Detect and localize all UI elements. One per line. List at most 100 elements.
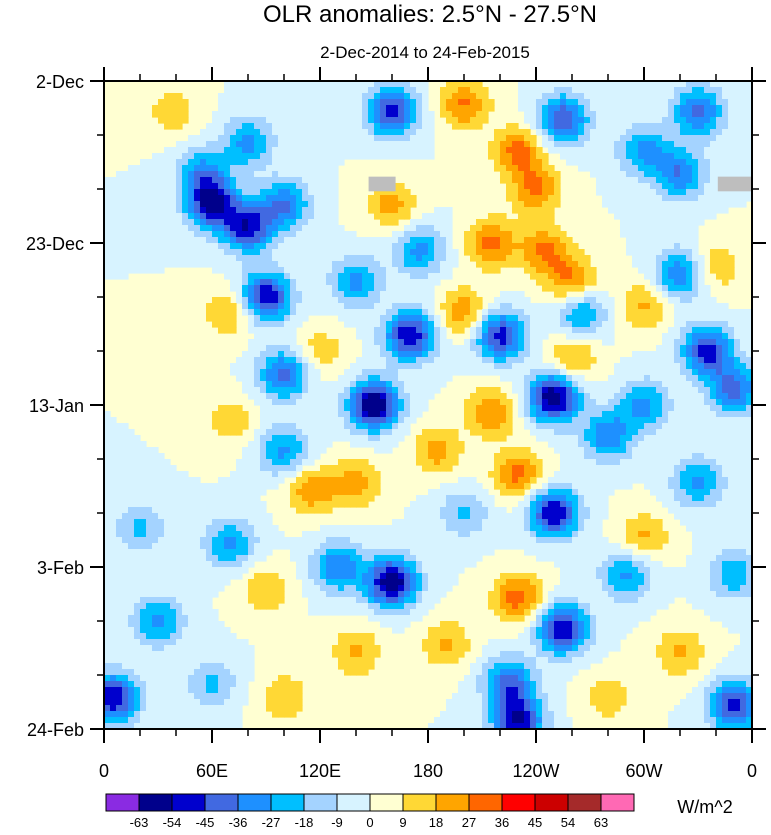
field-cell xyxy=(470,309,477,316)
field-cell xyxy=(596,459,603,466)
field-cell xyxy=(152,465,159,472)
field-cell xyxy=(302,255,309,262)
field-cell xyxy=(392,237,399,244)
field-cell xyxy=(650,231,657,238)
field-cell xyxy=(680,291,687,298)
field-cell xyxy=(716,381,723,388)
field-cell xyxy=(608,153,615,160)
field-cell xyxy=(710,327,717,334)
field-cell xyxy=(278,321,285,328)
field-cell xyxy=(644,213,651,220)
field-cell xyxy=(332,243,339,250)
field-cell xyxy=(488,147,495,154)
field-cell xyxy=(668,273,675,280)
field-cell xyxy=(602,201,609,208)
field-cell xyxy=(308,405,315,412)
field-cell xyxy=(278,429,285,436)
field-cell xyxy=(740,387,747,394)
field-cell xyxy=(302,159,309,166)
field-cell xyxy=(116,435,123,442)
field-cell xyxy=(260,411,267,418)
field-cell xyxy=(620,441,627,448)
field-cell xyxy=(128,237,135,244)
field-cell xyxy=(626,303,633,310)
field-cell xyxy=(698,141,705,148)
chart-title: OLR anomalies: 2.5°N - 27.5°N xyxy=(263,1,597,28)
field-cell xyxy=(332,213,339,220)
field-cell xyxy=(182,213,189,220)
field-cell xyxy=(320,81,327,88)
field-cell xyxy=(452,315,459,322)
field-cell xyxy=(326,225,333,232)
field-cell xyxy=(236,249,243,256)
field-cell xyxy=(302,309,309,316)
field-cell xyxy=(668,129,675,136)
field-cell xyxy=(632,219,639,226)
field-cell xyxy=(614,123,621,130)
field-cell xyxy=(572,135,579,142)
field-cell xyxy=(644,123,651,130)
field-cell xyxy=(302,357,309,364)
field-cell xyxy=(410,93,417,100)
field-cell xyxy=(590,435,597,442)
field-cell xyxy=(368,399,375,406)
field-cell xyxy=(578,351,585,358)
field-cell xyxy=(530,177,537,184)
field-cell xyxy=(488,417,495,424)
field-cell xyxy=(146,255,153,262)
field-cell xyxy=(656,267,663,274)
field-cell xyxy=(254,447,261,454)
field-cell xyxy=(368,393,375,400)
field-cell xyxy=(644,153,651,160)
field-cell xyxy=(566,435,573,442)
field-cell xyxy=(494,453,501,460)
field-cell xyxy=(206,207,213,214)
field-cell xyxy=(488,309,495,316)
field-cell xyxy=(656,255,663,262)
field-cell xyxy=(272,117,279,124)
field-cell xyxy=(308,201,315,208)
field-cell xyxy=(716,153,723,160)
field-cell xyxy=(704,459,711,466)
field-cell xyxy=(176,207,183,214)
field-cell xyxy=(668,87,675,94)
field-cell xyxy=(302,111,309,118)
field-cell xyxy=(182,117,189,124)
field-cell xyxy=(494,267,501,274)
field-cell xyxy=(584,105,591,112)
field-cell xyxy=(572,129,579,136)
field-cell xyxy=(650,219,657,226)
field-cell xyxy=(500,393,507,400)
field-cell xyxy=(434,315,441,322)
field-cell xyxy=(410,201,417,208)
field-cell xyxy=(386,141,393,148)
field-cell xyxy=(260,309,267,316)
field-cell xyxy=(650,183,657,190)
field-cell xyxy=(428,441,435,448)
field-cell xyxy=(542,375,549,382)
field-cell xyxy=(626,147,633,154)
field-cell xyxy=(182,105,189,112)
field-cell xyxy=(314,279,321,286)
field-cell xyxy=(434,459,441,466)
field-cell xyxy=(548,105,555,112)
field-cell xyxy=(506,453,513,460)
field-cell xyxy=(722,87,729,94)
field-cell xyxy=(524,201,531,208)
field-cell xyxy=(674,273,681,280)
field-cell xyxy=(680,243,687,250)
field-cell xyxy=(488,267,495,274)
field-cell xyxy=(398,357,405,364)
field-cell xyxy=(302,147,309,154)
field-cell xyxy=(596,111,603,118)
field-cell xyxy=(680,429,687,436)
field-cell xyxy=(554,351,561,358)
field-cell xyxy=(398,201,405,208)
field-cell xyxy=(350,147,357,154)
field-cell xyxy=(260,333,267,340)
field-cell xyxy=(692,417,699,424)
field-cell xyxy=(536,303,543,310)
field-cell xyxy=(536,315,543,322)
field-cell xyxy=(362,357,369,364)
field-cell xyxy=(566,363,573,370)
